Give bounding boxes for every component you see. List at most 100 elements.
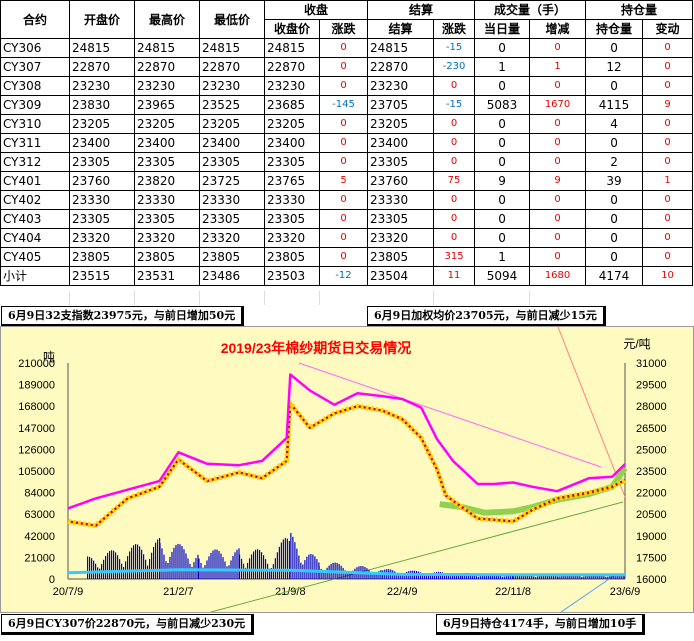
volume-bar xyxy=(284,538,286,579)
volume-bar xyxy=(310,553,312,579)
table-row: CY309 23830 23965 23525 23685 -145 23705 -15 508… xyxy=(0,95,694,115)
volume-bar xyxy=(519,574,521,579)
volume-bar xyxy=(128,551,131,579)
y-right-tick-label: 19000 xyxy=(636,531,667,543)
value-cell: 0 xyxy=(433,228,476,248)
y-left-tick-label: 105000 xyxy=(18,466,55,478)
value-cell: 23305 xyxy=(264,209,320,229)
volume-bar xyxy=(290,532,292,579)
volume-bar xyxy=(499,575,501,579)
value-cell: 23305 xyxy=(199,209,265,229)
value-cell: 23705 xyxy=(367,95,435,115)
volume-bar xyxy=(523,573,525,579)
y-right-tick-label: 20500 xyxy=(636,509,667,521)
volume-bar xyxy=(495,574,497,579)
volume-bar xyxy=(159,543,161,579)
volume-bar xyxy=(551,574,553,579)
volume-bar xyxy=(471,574,473,579)
value-cell: 24815 xyxy=(199,38,265,58)
value-cell: 0 xyxy=(433,152,476,172)
volume-bar xyxy=(555,575,557,579)
header-row-2: 收盘价 涨跌 结算 涨跌 当日量 增减 持仓量 变动 xyxy=(1,19,694,39)
sheet-gap xyxy=(0,291,694,305)
volume-bar xyxy=(587,574,589,579)
value-cell: 0 xyxy=(318,209,369,229)
volume-bar xyxy=(112,550,115,579)
value-cell: 4174 xyxy=(585,266,644,286)
value-cell: 0 xyxy=(642,152,694,172)
value-cell: 23330 xyxy=(367,190,435,210)
value-cell: 23330 xyxy=(199,190,265,210)
value-cell: 0 xyxy=(318,38,369,58)
value-cell: 23515 xyxy=(69,266,135,286)
volume-bar xyxy=(202,567,204,579)
table-row: 小计 23515 23531 23486 23503 -12 23504 11 5094 1680… xyxy=(0,266,694,286)
header-oi-group: 持仓量 xyxy=(585,0,694,20)
table-row: CY312 23305 23305 23305 23305 0 23305 0 0 0 2 0 xyxy=(0,152,694,172)
note-cy307: 6月9日CY307价22870元，与前日减少230元 xyxy=(1,614,255,635)
volume-bar xyxy=(234,552,236,579)
value-cell: 23400 xyxy=(264,133,320,153)
volume-bar xyxy=(122,566,125,579)
value-cell: 5083 xyxy=(474,95,531,115)
value-cell: 23805 xyxy=(264,247,320,267)
volume-bar xyxy=(567,573,569,579)
contract-cell: 小计 xyxy=(0,266,70,286)
volume-bar xyxy=(450,576,452,579)
volume-bar xyxy=(226,566,228,579)
value-cell: 0 xyxy=(474,114,531,134)
value-cell: 0 xyxy=(318,114,369,134)
volume-bar xyxy=(424,574,426,579)
value-cell: 0 xyxy=(529,247,587,267)
volume-bar xyxy=(370,571,372,579)
value-cell: 0 xyxy=(318,247,369,267)
futures-table: 合约 开盘价 最高价 最低价 收盘 结算 成交量（手） 持仓量 收盘价 涨跌 结… xyxy=(0,0,694,286)
value-cell: 22870 xyxy=(199,57,265,77)
table-row: CY310 23205 23205 23205 23205 0 23205 0 0 0 4 0 xyxy=(0,114,694,134)
value-cell: 24815 xyxy=(367,38,435,58)
volume-bar xyxy=(98,568,101,579)
volume-bar xyxy=(136,544,139,579)
volume-bar xyxy=(326,567,328,579)
volume-bar xyxy=(244,567,247,579)
volume-bar xyxy=(256,549,259,579)
value-cell: 0 xyxy=(529,190,587,210)
volume-bar xyxy=(511,574,513,579)
value-cell: 0 xyxy=(642,209,694,229)
volume-bar xyxy=(561,575,563,579)
volume-bar xyxy=(611,575,613,579)
volume-bar xyxy=(126,556,129,579)
value-cell: -145 xyxy=(318,95,369,115)
volume-bar xyxy=(563,574,565,579)
volume-bar xyxy=(376,572,378,579)
volume-bar xyxy=(102,559,105,579)
volume-bar xyxy=(191,566,193,579)
volume-bar xyxy=(617,573,619,579)
series-cyan-oi xyxy=(67,568,625,577)
x-tick-label: 20/7/9 xyxy=(53,586,84,598)
value-cell: 0 xyxy=(318,57,369,77)
header-close-price: 收盘价 xyxy=(264,19,320,39)
volume-bar xyxy=(177,543,179,579)
x-tick-label: 22/4/9 xyxy=(387,586,418,598)
volume-bar xyxy=(477,576,479,579)
volume-bar xyxy=(571,573,573,579)
value-cell: 0 xyxy=(529,76,587,96)
volume-bar xyxy=(282,539,284,579)
volume-bar xyxy=(350,572,352,579)
value-cell: 0 xyxy=(433,190,476,210)
note-index: 6月9日32支指数23975元，与前日增加50元 xyxy=(1,306,245,327)
value-cell: 0 xyxy=(642,133,694,153)
volume-bar xyxy=(593,573,595,579)
volume-bar xyxy=(446,574,448,579)
header-close-group: 收盘 xyxy=(263,0,369,20)
volume-bar xyxy=(461,573,463,579)
value-cell: 0 xyxy=(529,209,587,229)
value-cell: 23305 xyxy=(367,152,435,172)
header-settle-change: 涨跌 xyxy=(433,19,476,39)
y-right-tick-label: 29500 xyxy=(636,380,667,392)
value-cell: 23805 xyxy=(199,247,265,267)
volume-bar xyxy=(623,574,625,579)
value-cell: 22870 xyxy=(264,57,320,77)
value-cell: 23531 xyxy=(134,266,200,286)
